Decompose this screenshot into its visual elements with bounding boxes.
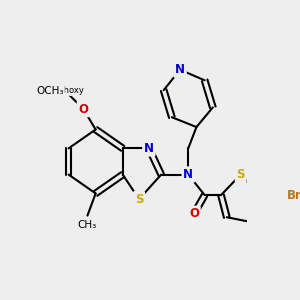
Text: N: N (183, 168, 193, 181)
Text: S: S (135, 193, 143, 206)
Text: N: N (175, 63, 185, 76)
Text: methoxy: methoxy (47, 86, 84, 95)
Text: S: S (236, 168, 245, 181)
Text: N: N (144, 142, 154, 155)
Text: Br: Br (287, 189, 300, 202)
Text: O: O (78, 103, 88, 116)
Text: O: O (189, 207, 199, 220)
Text: OCH₃: OCH₃ (36, 86, 64, 96)
Text: CH₃: CH₃ (78, 220, 97, 230)
